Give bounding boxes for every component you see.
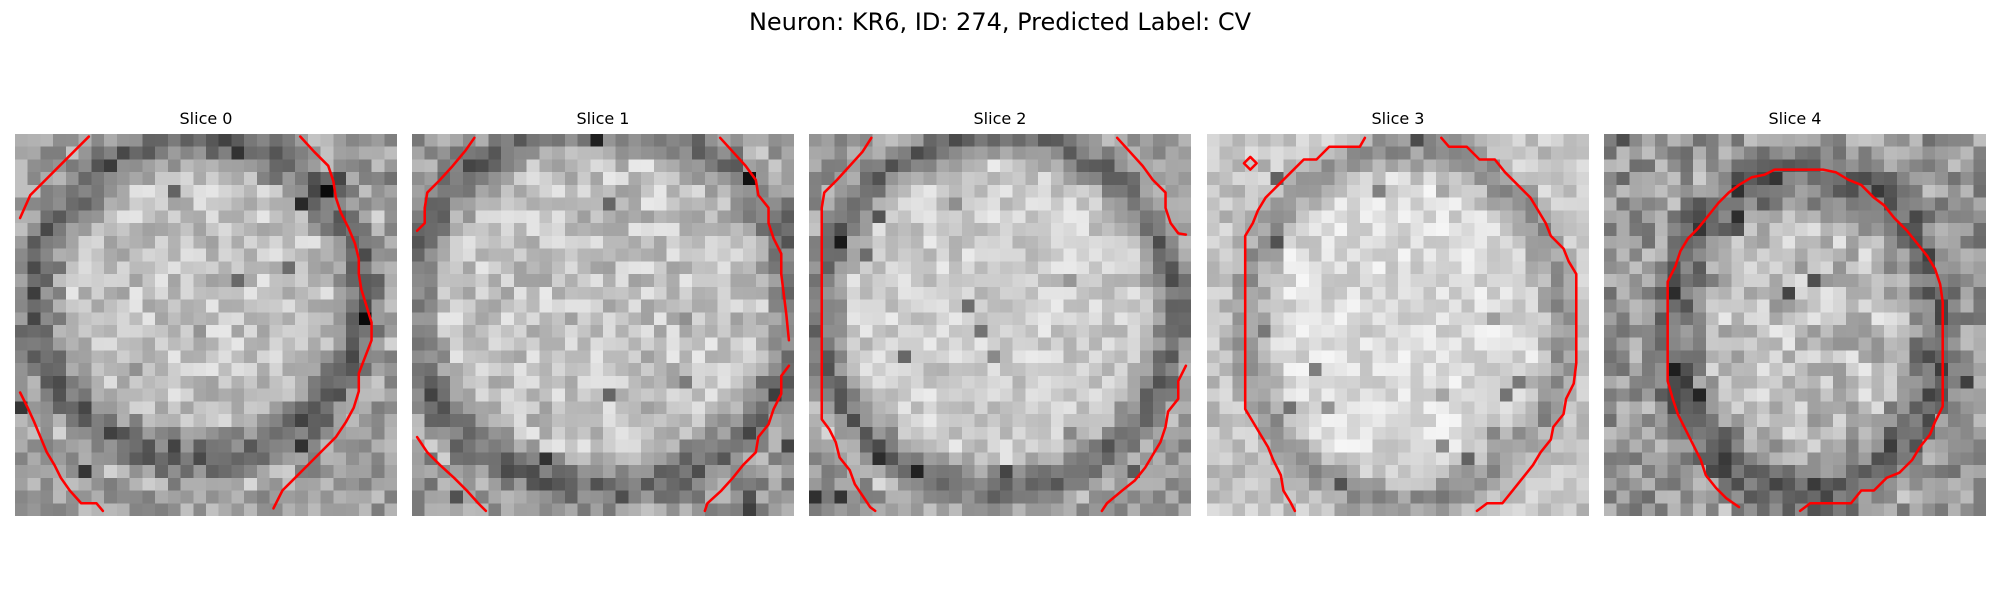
slice-title-2: Slice 2: [973, 109, 1027, 128]
slice-title-0: Slice 0: [179, 109, 233, 128]
contour-line: [1243, 136, 1367, 513]
contour-line: [1242, 155, 1258, 171]
contour-line: [1100, 364, 1188, 513]
slice-title-3: Slice 3: [1371, 109, 1425, 128]
slice-image-3: [1207, 134, 1589, 516]
contour-line: [703, 364, 791, 513]
slice-image-0: [15, 134, 397, 516]
slice-title-4: Slice 4: [1768, 109, 1822, 128]
contour-line: [18, 391, 105, 513]
contour-line: [1666, 168, 1944, 513]
slice-title-1: Slice 1: [576, 109, 630, 128]
contour-line: [1115, 136, 1188, 236]
contour-line: [272, 135, 373, 510]
slice-image-1: [412, 134, 794, 516]
contour-line: [415, 435, 488, 513]
contour-line: [1440, 136, 1578, 513]
contour-line: [820, 136, 877, 513]
contour-line: [18, 135, 91, 220]
contour-line: [718, 136, 791, 342]
contour-line: [415, 136, 476, 233]
slice-image-2: [809, 134, 1191, 516]
figure-title: Neuron: KR6, ID: 274, Predicted Label: C…: [748, 8, 1252, 36]
slice-image-4: [1604, 134, 1986, 516]
